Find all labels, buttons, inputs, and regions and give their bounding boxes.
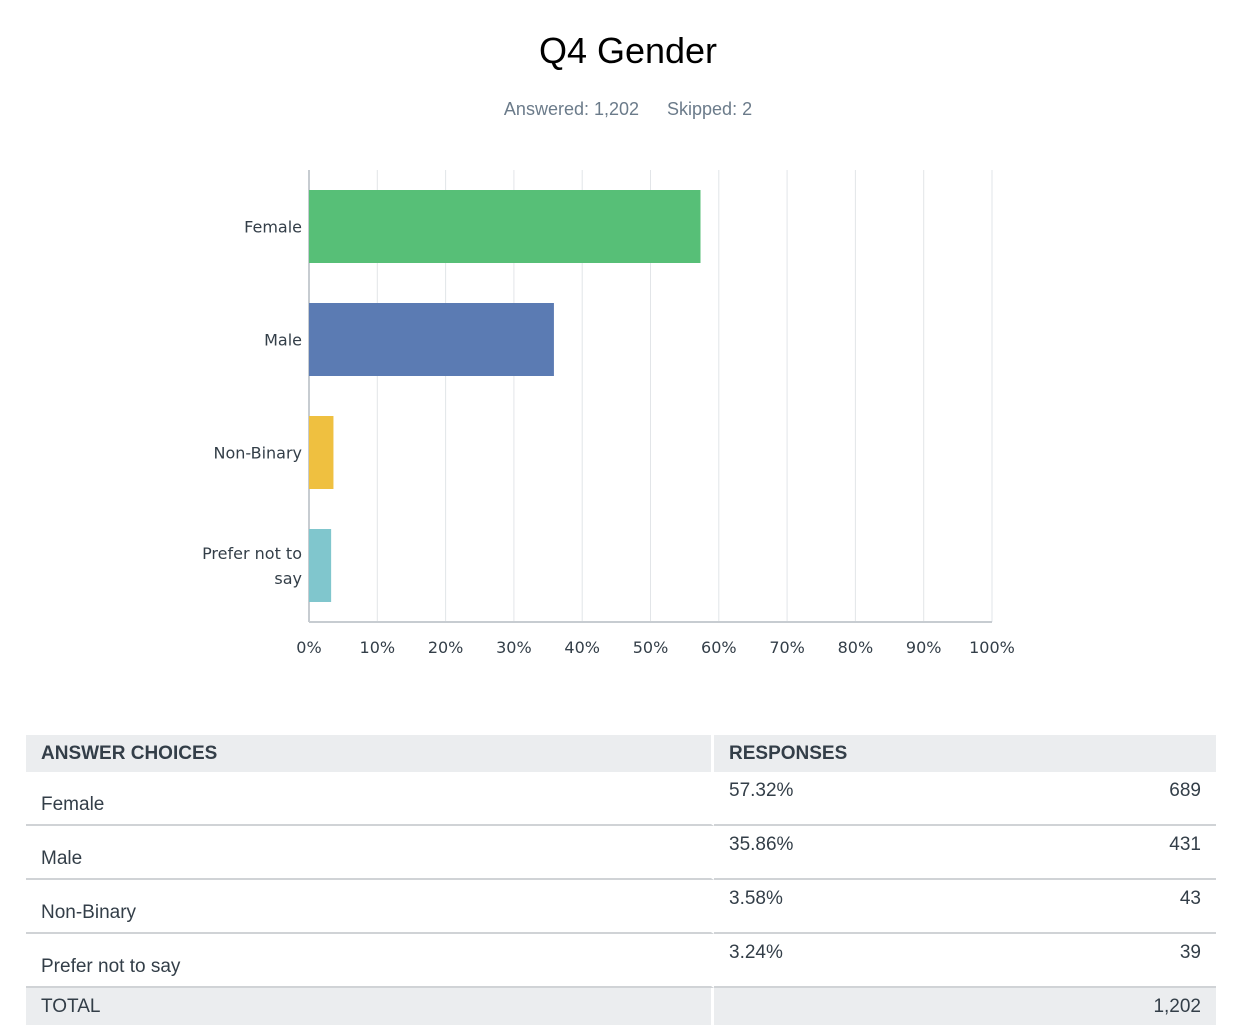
x-tick-label: 100% <box>969 638 1015 657</box>
table-row: Male 35.86% 431 <box>26 826 1216 880</box>
category-label: Female <box>244 218 302 237</box>
x-tick-label: 70% <box>769 638 805 657</box>
percent-cell: 57.32% <box>714 772 990 826</box>
x-tick-label: 80% <box>838 638 874 657</box>
chart-title: Q4 Gender <box>538 30 718 71</box>
choice-cell: Male <box>26 826 714 880</box>
count-cell: 43 <box>989 880 1216 934</box>
category-label: Non-Binary <box>213 444 302 463</box>
x-tick-label: 0% <box>296 638 321 657</box>
choice-cell: Female <box>26 772 714 826</box>
table-header-row: ANSWER CHOICES RESPONSES <box>26 735 1216 772</box>
table-row: Non-Binary 3.58% 43 <box>26 880 1216 934</box>
responses-header: RESPONSES <box>714 735 1216 772</box>
percent-cell: 3.24% <box>714 934 990 988</box>
category-label: say <box>274 569 302 588</box>
bar-male <box>309 303 554 376</box>
x-tick-label: 30% <box>496 638 532 657</box>
x-tick-label: 90% <box>906 638 942 657</box>
total-value: 1,202 <box>989 988 1216 1025</box>
answer-choices-header: ANSWER CHOICES <box>26 735 714 772</box>
x-tick-label: 20% <box>428 638 464 657</box>
table-row: Female 57.32% 689 <box>26 772 1216 826</box>
x-tick-label: 50% <box>633 638 669 657</box>
percent-cell: 35.86% <box>714 826 990 880</box>
x-tick-label: 40% <box>564 638 600 657</box>
total-row: TOTAL 1,202 <box>26 988 1216 1025</box>
responses-table: ANSWER CHOICES RESPONSES Female 57.32% 6… <box>26 735 1216 1025</box>
choice-cell: Prefer not to say <box>26 934 714 988</box>
x-tick-label: 10% <box>360 638 396 657</box>
choice-cell: Non-Binary <box>26 880 714 934</box>
total-percent-cell <box>714 988 990 1025</box>
bar-chart: 0% 10% 20% 30% 40% 50% 60% 70% 80% 90% 100% Female M… <box>202 170 1015 657</box>
percent-cell: 3.58% <box>714 880 990 934</box>
count-cell: 431 <box>989 826 1216 880</box>
table-row: Prefer not to say 3.24% 39 <box>26 934 1216 988</box>
category-label: Prefer not to <box>202 544 302 563</box>
x-tick-label: 60% <box>701 638 737 657</box>
category-label: Male <box>264 331 302 350</box>
bar-female <box>309 190 701 263</box>
count-cell: 689 <box>989 772 1216 826</box>
bar-prefer-not-to-say <box>309 529 332 602</box>
response-stats: Answered: 1,202 Skipped: 2 <box>0 99 1256 120</box>
total-label: TOTAL <box>26 988 714 1025</box>
bar-non-binary <box>309 416 334 489</box>
count-cell: 39 <box>989 934 1216 988</box>
skipped-count: Skipped: 2 <box>667 99 753 119</box>
answered-count: Answered: 1,202 <box>503 99 640 119</box>
